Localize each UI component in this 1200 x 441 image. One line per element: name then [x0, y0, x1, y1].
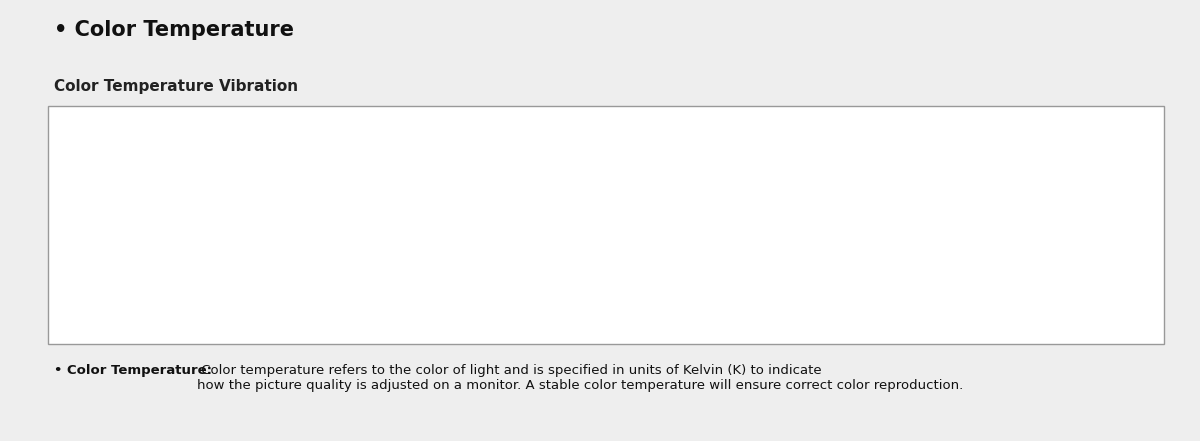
Text: • Color Temperature:: • Color Temperature: [54, 364, 212, 377]
X-axis label: Gray Level: Gray Level [610, 330, 680, 343]
Text: Gray-Scale Tracking: Gray-Scale Tracking [126, 109, 296, 124]
Text: • Color Temperature: • Color Temperature [54, 20, 294, 40]
Text: Color temperature refers to the color of light and is specified in units of Kelv: Color temperature refers to the color of… [197, 364, 964, 392]
Y-axis label: Color Temp.(K): Color Temp.(K) [73, 176, 86, 263]
Text: Color Temperature Vibration: Color Temperature Vibration [54, 79, 298, 94]
